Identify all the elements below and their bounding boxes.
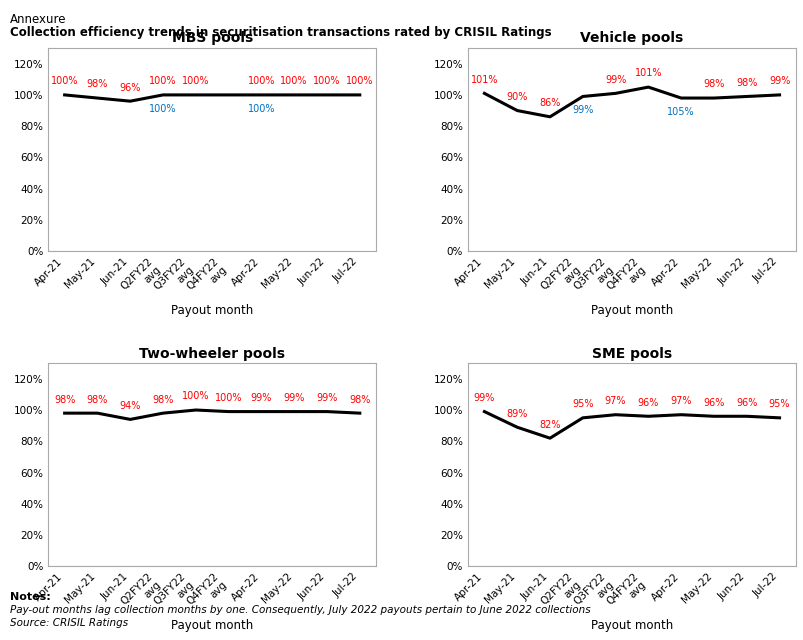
Text: 99%: 99%	[604, 75, 626, 84]
Text: 96%: 96%	[703, 397, 724, 408]
Text: 96%: 96%	[120, 83, 141, 93]
Text: 99%: 99%	[768, 76, 789, 86]
Text: 97%: 97%	[670, 396, 691, 406]
Title: Two-wheeler pools: Two-wheeler pools	[139, 346, 285, 360]
Text: 98%: 98%	[349, 394, 370, 404]
Text: 100%: 100%	[181, 76, 210, 86]
Text: 100%: 100%	[51, 76, 78, 86]
Text: 95%: 95%	[768, 399, 789, 409]
Text: 100%: 100%	[214, 393, 242, 403]
Text: 98%: 98%	[152, 394, 173, 404]
Title: MBS pools: MBS pools	[171, 31, 252, 45]
Text: 98%: 98%	[87, 79, 108, 90]
Text: 99%: 99%	[283, 393, 304, 403]
Text: Collection efficiency trends in securitisation transactions rated by CRISIL Rati: Collection efficiency trends in securiti…	[10, 26, 551, 38]
X-axis label: Payout month: Payout month	[171, 619, 253, 632]
Text: 98%: 98%	[87, 394, 108, 404]
Text: 101%: 101%	[634, 68, 662, 79]
Text: 101%: 101%	[470, 75, 498, 84]
Text: 100%: 100%	[247, 104, 275, 113]
Text: 98%: 98%	[54, 394, 75, 404]
Text: Pay-out months lag collection months by one. Consequently, July 2022 payouts per: Pay-out months lag collection months by …	[10, 605, 589, 615]
Text: 100%: 100%	[149, 76, 177, 86]
Text: 100%: 100%	[280, 76, 308, 86]
Title: Vehicle pools: Vehicle pools	[580, 31, 683, 45]
Text: 100%: 100%	[345, 76, 373, 86]
Text: 95%: 95%	[571, 399, 593, 409]
Text: 105%: 105%	[666, 107, 694, 116]
Text: 96%: 96%	[637, 397, 658, 408]
Text: Source: CRISIL Ratings: Source: CRISIL Ratings	[10, 618, 128, 628]
Title: SME pools: SME pools	[591, 346, 671, 360]
Text: 90%: 90%	[506, 92, 528, 102]
Text: 82%: 82%	[539, 420, 560, 429]
Text: 97%: 97%	[604, 396, 626, 406]
Text: 89%: 89%	[506, 408, 528, 419]
Text: 96%: 96%	[736, 397, 756, 408]
Text: 100%: 100%	[313, 76, 340, 86]
X-axis label: Payout month: Payout month	[590, 619, 672, 632]
Text: Notes:: Notes:	[10, 592, 51, 602]
Text: 100%: 100%	[247, 76, 275, 86]
Text: 100%: 100%	[181, 392, 210, 401]
Text: 99%: 99%	[572, 105, 593, 115]
Text: 86%: 86%	[539, 98, 560, 108]
Text: 99%: 99%	[473, 393, 495, 403]
Text: Annexure: Annexure	[10, 13, 66, 26]
Text: 99%: 99%	[316, 393, 337, 403]
Text: 94%: 94%	[120, 401, 141, 411]
Text: 98%: 98%	[736, 78, 756, 88]
X-axis label: Payout month: Payout month	[171, 304, 253, 317]
Text: 100%: 100%	[149, 104, 177, 113]
Text: 98%: 98%	[703, 79, 724, 90]
Text: 99%: 99%	[251, 393, 271, 403]
X-axis label: Payout month: Payout month	[590, 304, 672, 317]
